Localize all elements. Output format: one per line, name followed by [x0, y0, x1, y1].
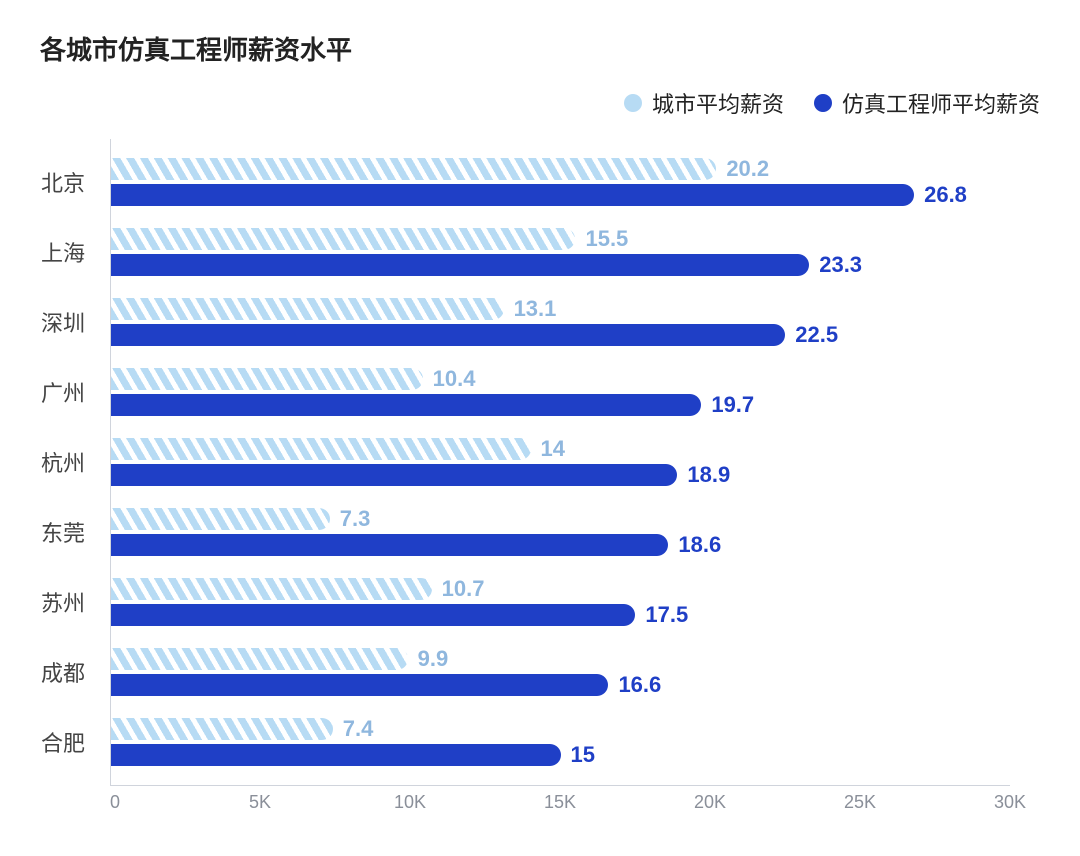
value-label: 10.4 — [433, 366, 476, 392]
chart-frame: 北京 20.2 26.8 上海 15.5 23.3 深圳 13.1 22.5 广州 10.4 19.7… — [40, 139, 1040, 816]
bar-sim-eng-avg — [111, 674, 608, 696]
bar-pair: 10.4 19.7 — [111, 359, 1010, 425]
legend-item-sim-eng-avg: 仿真工程师平均薪资 — [814, 87, 1040, 119]
category-row: 合肥7.415 — [111, 709, 1010, 775]
bar-sim-eng-avg — [111, 394, 701, 416]
legend-dot-icon — [624, 94, 642, 112]
bar-wrap: 10.4 — [111, 368, 1010, 390]
bar-city-avg — [111, 228, 575, 250]
value-label: 14 — [541, 436, 565, 462]
value-label: 7.4 — [343, 716, 374, 742]
bar-pair: 7.3 18.6 — [111, 499, 1010, 565]
value-label: 18.9 — [687, 462, 730, 488]
bar-wrap: 14 — [111, 438, 1010, 460]
bar-sim-eng-avg — [111, 464, 677, 486]
bar-wrap: 16.6 — [111, 674, 1010, 696]
category-row: 苏州10.717.5 — [111, 569, 1010, 635]
category-label: 合肥 — [41, 709, 101, 775]
bar-wrap: 22.5 — [111, 324, 1010, 346]
legend-dot-icon — [814, 94, 832, 112]
bar-pair: 15.5 23.3 — [111, 219, 1010, 285]
bar-wrap: 13.1 — [111, 298, 1010, 320]
bar-wrap: 20.2 — [111, 158, 1010, 180]
bar-city-avg — [111, 648, 408, 670]
category-row: 深圳13.122.5 — [111, 289, 1010, 355]
category-row: 东莞7.318.6 — [111, 499, 1010, 565]
category-label: 上海 — [41, 219, 101, 285]
bar-wrap: 7.4 — [111, 718, 1010, 740]
value-label: 20.2 — [726, 156, 769, 182]
x-axis-ticks: 05K10K15K20K25K30K — [110, 786, 1010, 816]
legend-label: 城市平均薪资 — [652, 87, 784, 119]
bar-wrap: 17.5 — [111, 604, 1010, 626]
bar-city-avg — [111, 298, 504, 320]
category-label: 北京 — [41, 149, 101, 215]
bar-wrap: 9.9 — [111, 648, 1010, 670]
bar-pair: 7.4 15 — [111, 709, 1010, 775]
bar-city-avg — [111, 718, 333, 740]
value-label: 19.7 — [711, 392, 754, 418]
x-tick-label: 15K — [544, 792, 576, 813]
category-label: 苏州 — [41, 569, 101, 635]
bar-city-avg — [111, 438, 531, 460]
bar-city-avg — [111, 578, 432, 600]
category-label: 杭州 — [41, 429, 101, 495]
value-label: 26.8 — [924, 182, 967, 208]
chart-title: 各城市仿真工程师薪资水平 — [40, 30, 1040, 67]
bar-city-avg — [111, 158, 716, 180]
bar-pair: 9.9 16.6 — [111, 639, 1010, 705]
legend-item-city-avg: 城市平均薪资 — [624, 87, 784, 119]
value-label: 22.5 — [795, 322, 838, 348]
x-tick-label: 0 — [110, 792, 120, 813]
bar-sim-eng-avg — [111, 604, 635, 626]
bar-wrap: 7.3 — [111, 508, 1010, 530]
bar-sim-eng-avg — [111, 534, 668, 556]
value-label: 23.3 — [819, 252, 862, 278]
bar-wrap: 15.5 — [111, 228, 1010, 250]
bar-pair: 13.1 22.5 — [111, 289, 1010, 355]
bar-pair: 14 18.9 — [111, 429, 1010, 495]
value-label: 16.6 — [618, 672, 661, 698]
x-tick-label: 5K — [249, 792, 271, 813]
category-label: 成都 — [41, 639, 101, 705]
bar-wrap: 18.6 — [111, 534, 1010, 556]
bar-wrap: 19.7 — [111, 394, 1010, 416]
bar-wrap: 15 — [111, 744, 1010, 766]
value-label: 9.9 — [418, 646, 449, 672]
value-label: 15 — [571, 742, 595, 768]
bar-sim-eng-avg — [111, 744, 561, 766]
x-tick-label: 30K — [994, 792, 1026, 813]
bar-wrap: 26.8 — [111, 184, 1010, 206]
category-row: 上海15.523.3 — [111, 219, 1010, 285]
x-tick-label: 10K — [394, 792, 426, 813]
category-label: 广州 — [41, 359, 101, 425]
value-label: 10.7 — [442, 576, 485, 602]
x-tick-label: 25K — [844, 792, 876, 813]
bar-sim-eng-avg — [111, 324, 785, 346]
category-label: 深圳 — [41, 289, 101, 355]
value-label: 15.5 — [585, 226, 628, 252]
legend-label: 仿真工程师平均薪资 — [842, 87, 1040, 119]
bar-sim-eng-avg — [111, 184, 914, 206]
x-tick-label: 20K — [694, 792, 726, 813]
bar-wrap: 18.9 — [111, 464, 1010, 486]
category-row: 北京20.226.8 — [111, 149, 1010, 215]
bar-city-avg — [111, 368, 423, 390]
bar-wrap: 10.7 — [111, 578, 1010, 600]
plot-area: 北京20.226.8上海15.523.3深圳13.122.5广州10.419.7… — [110, 139, 1010, 786]
bar-sim-eng-avg — [111, 254, 809, 276]
category-row: 广州10.419.7 — [111, 359, 1010, 425]
value-label: 18.6 — [678, 532, 721, 558]
legend: 城市平均薪资 仿真工程师平均薪资 — [40, 87, 1040, 119]
value-label: 13.1 — [514, 296, 557, 322]
category-label: 东莞 — [41, 499, 101, 565]
category-row: 杭州1418.9 — [111, 429, 1010, 495]
category-row: 成都9.916.6 — [111, 639, 1010, 705]
value-label: 17.5 — [645, 602, 688, 628]
bar-city-avg — [111, 508, 330, 530]
bar-pair: 10.7 17.5 — [111, 569, 1010, 635]
bar-pair: 20.2 26.8 — [111, 149, 1010, 215]
value-label: 7.3 — [340, 506, 371, 532]
bar-wrap: 23.3 — [111, 254, 1010, 276]
